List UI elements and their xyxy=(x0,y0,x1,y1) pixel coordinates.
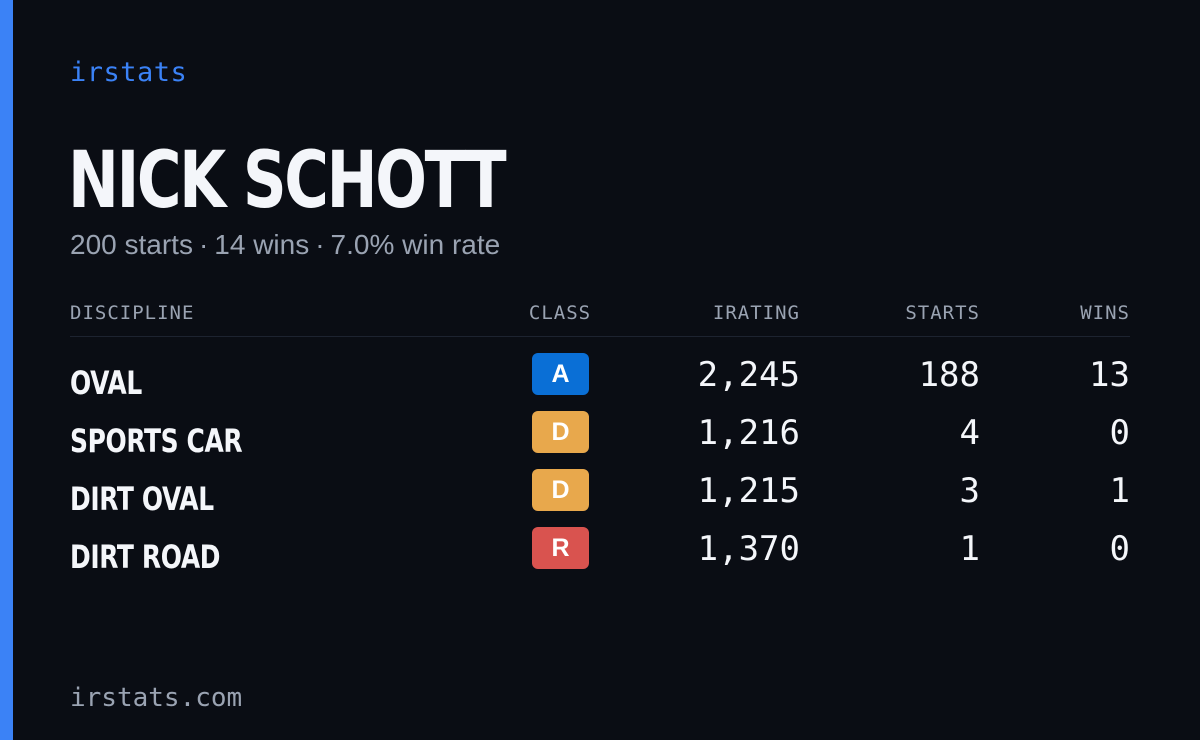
discipline-name: DIRT OVAL xyxy=(70,480,214,518)
starts-value: 188 xyxy=(918,355,980,395)
brand-logo-text: irstats xyxy=(70,57,188,88)
wins-value: 0 xyxy=(1109,413,1130,453)
footer-site-url: irstats.com xyxy=(70,683,243,713)
driver-summary: 200 starts · 14 wins · 7.0% win rate xyxy=(70,228,500,262)
win-rate-summary: 7.0% win rate xyxy=(330,229,501,260)
header-starts: STARTS xyxy=(905,302,980,324)
wins-value: 0 xyxy=(1109,529,1130,569)
starts-value: 3 xyxy=(959,471,980,511)
class-badge: D xyxy=(532,469,589,511)
table-header: DISCIPLINE CLASS IRATING STARTS WINS xyxy=(70,296,1130,337)
accent-bar xyxy=(0,0,13,740)
table-row: OVAL A 2,245 188 13 xyxy=(70,353,1130,411)
table-body: OVAL A 2,245 188 13 SPORTS CAR D 1,216 4… xyxy=(70,337,1130,585)
discipline-table: DISCIPLINE CLASS IRATING STARTS WINS OVA… xyxy=(70,296,1130,585)
header-wins: WINS xyxy=(1080,302,1130,324)
table-row: DIRT OVAL D 1,215 3 1 xyxy=(70,469,1130,527)
summary-separator: · xyxy=(315,229,325,260)
discipline-name: SPORTS CAR xyxy=(70,422,243,460)
irating-value: 1,370 xyxy=(697,529,800,569)
driver-name: NICK SCHOTT xyxy=(68,136,507,226)
header-irating: IRATING xyxy=(712,302,800,324)
irating-value: 2,245 xyxy=(697,355,800,395)
class-badge: A xyxy=(532,353,589,395)
header-discipline: DISCIPLINE xyxy=(70,302,195,324)
header-class: CLASS xyxy=(528,302,592,324)
table-row: DIRT ROAD R 1,370 1 0 xyxy=(70,527,1130,585)
irating-value: 1,216 xyxy=(697,413,800,453)
discipline-name: OVAL xyxy=(70,364,142,402)
discipline-name: DIRT ROAD xyxy=(70,538,221,576)
irating-value: 1,215 xyxy=(697,471,800,511)
starts-value: 4 xyxy=(959,413,980,453)
class-badge: R xyxy=(532,527,589,569)
wins-value: 13 xyxy=(1089,355,1130,395)
table-row: SPORTS CAR D 1,216 4 0 xyxy=(70,411,1130,469)
class-badge: D xyxy=(532,411,589,453)
summary-separator: · xyxy=(198,229,209,260)
starts-value: 1 xyxy=(959,529,980,569)
wins-summary: 14 wins xyxy=(214,229,310,260)
wins-value: 1 xyxy=(1109,471,1130,511)
starts-summary: 200 starts xyxy=(70,229,193,260)
